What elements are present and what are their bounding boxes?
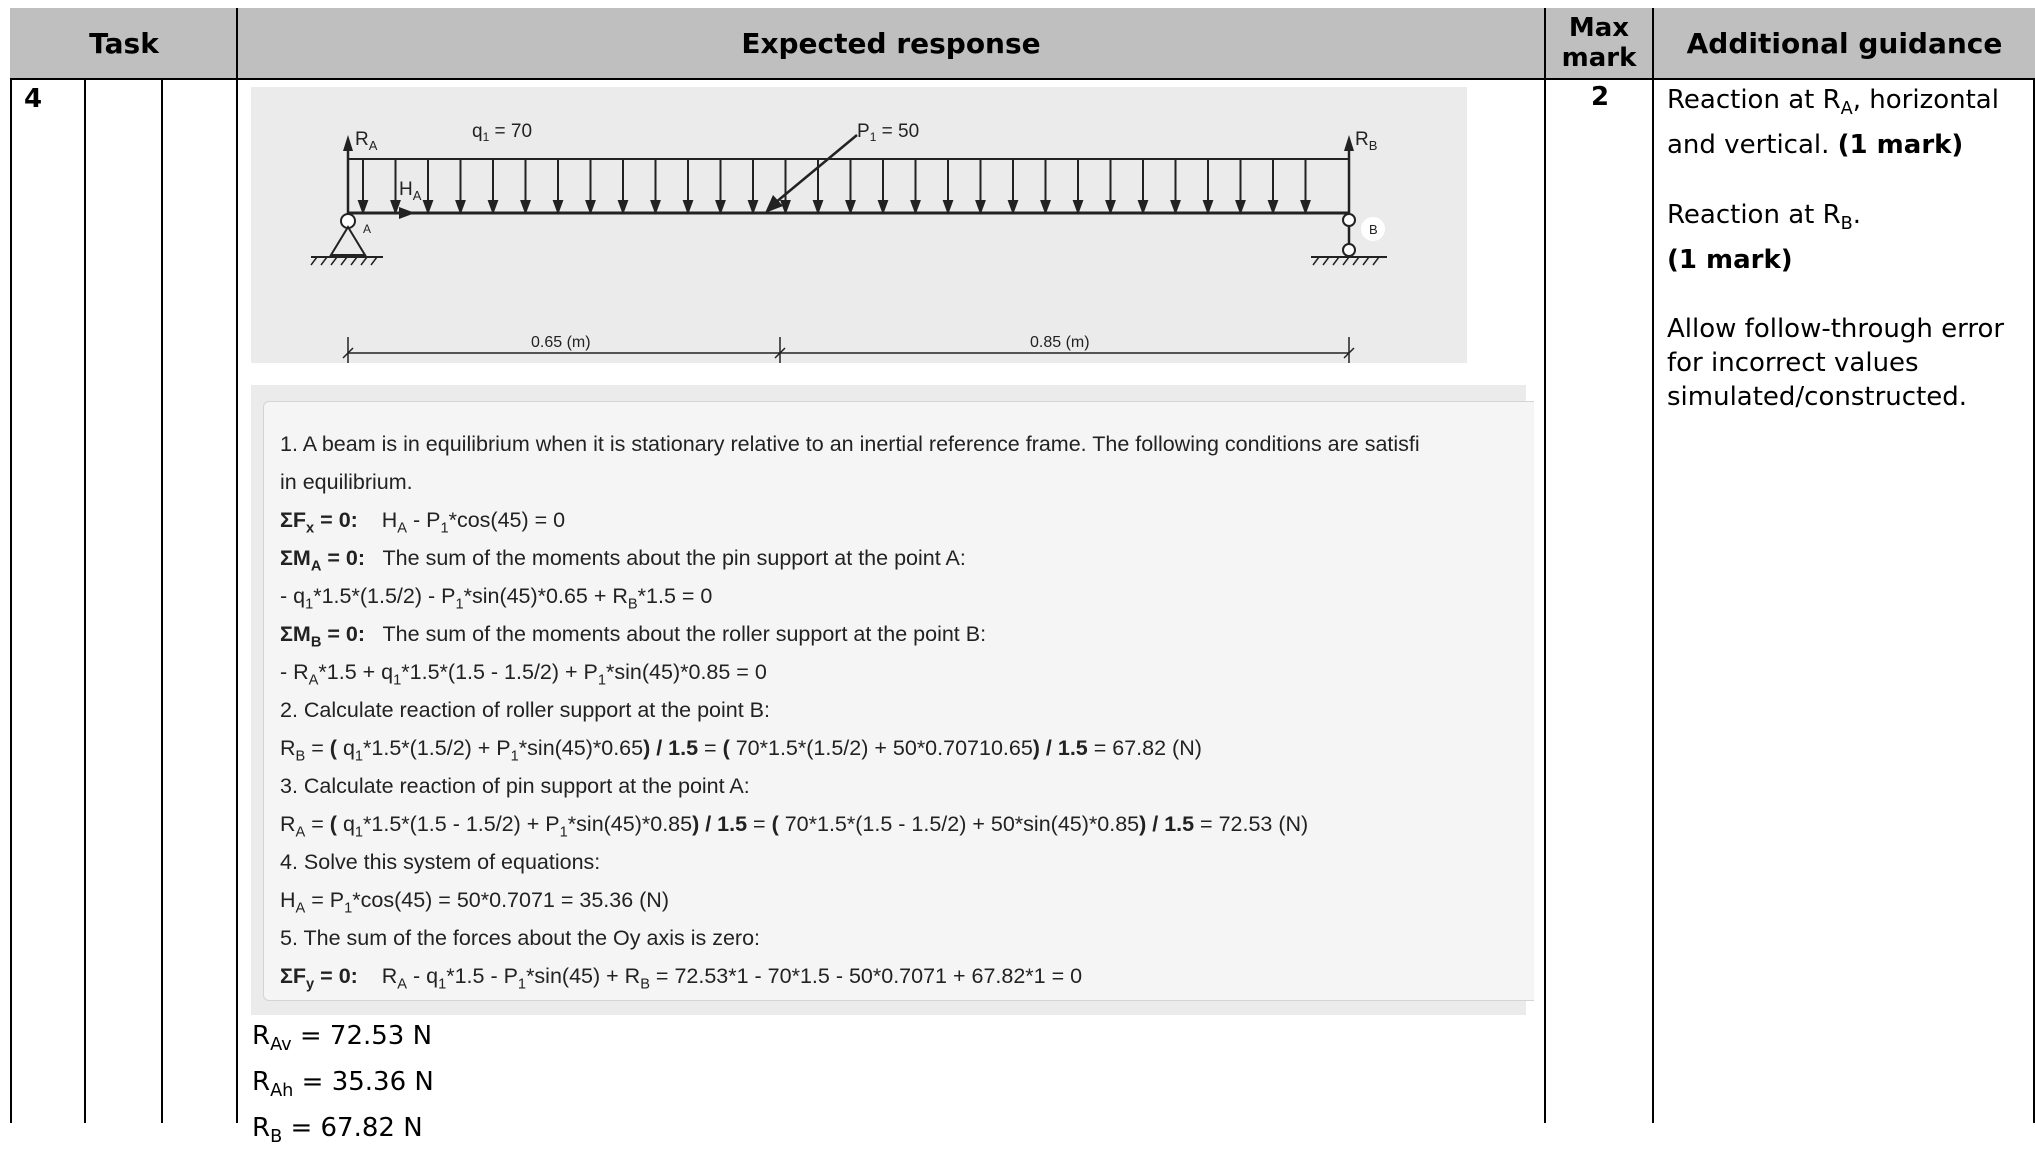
guidance-item: Allow follow-through error for incorrect… [1667, 314, 2005, 413]
solution-line: RA = ( q1*1.5*(1.5 - 1.5/2) + P1*sin(45)… [280, 812, 1309, 841]
column-divider [1652, 8, 1654, 1123]
load-arrow-head [1202, 200, 1214, 215]
solution-line: 2. Calculate reaction of roller support … [280, 698, 770, 722]
max-mark-value: 2 [1590, 82, 1610, 112]
equation-label: ΣMA = 0: [280, 546, 365, 575]
load-arrow-head [520, 200, 531, 215]
label-q1: q1 = 70 [472, 121, 532, 144]
solution-line: 4. Solve this system of equations: [280, 850, 601, 874]
load-arrow-head [910, 200, 921, 215]
load-arrow-head [877, 200, 889, 215]
task-number: 4 [24, 84, 43, 114]
label-dimension-2: 0.85 (m) [1030, 334, 1090, 351]
header-max-mark: Max mark [1544, 8, 1654, 80]
load-arrow-head [715, 200, 726, 215]
load-arrow-head [552, 200, 564, 215]
equation-label: ΣFx = 0: [280, 508, 358, 537]
solution-line: - RA*1.5 + q1*1.5*(1.5 - 1.5/2) + P1*sin… [280, 660, 767, 689]
load-arrow-head [585, 200, 596, 215]
column-divider [1544, 8, 1546, 1123]
load-arrow-head [1235, 200, 1246, 215]
solution-line: in equilibrium. [280, 470, 413, 494]
load-arrow-head [975, 200, 986, 215]
result-rah: RAh = 35.36 N [252, 1067, 434, 1102]
beam-diagram: RA HA q1 = 70 P1 = 50 RB A [251, 87, 1467, 363]
load-arrow-head [1170, 200, 1181, 215]
solution-line: ΣMB = 0: The sum of the moments about th… [280, 622, 987, 651]
header-max-mark-line1: Max [1568, 13, 1630, 43]
beam-diagram-svg: RA HA q1 = 70 P1 = 50 RB A [310, 121, 1387, 363]
load-arrow-head [845, 200, 856, 215]
load-arrow-head [1007, 200, 1019, 215]
equation-label: ΣFy = 0: [280, 964, 358, 993]
load-arrow-head [357, 200, 369, 215]
solution-line: 5. The sum of the forces about the Oy ax… [280, 926, 761, 950]
load-arrow-head [650, 200, 661, 215]
load-arrow-head [617, 200, 629, 215]
solution-panel: 1. A beam is in equilibrium when it is s… [251, 385, 1534, 1015]
solution-line: RB = ( q1*1.5*(1.5/2) + P1*sin(45)*0.65)… [280, 736, 1202, 765]
column-divider [161, 80, 163, 1123]
label-ra: RA [355, 129, 378, 153]
final-results: RAv = 72.53 N RAh = 35.36 N RB = 67.82 N [252, 1018, 434, 1157]
label-rb: RB [1355, 129, 1377, 153]
label-ha: HA [399, 179, 422, 203]
distributed-load-arrows [357, 159, 1311, 215]
load-arrow-head [682, 200, 694, 215]
solution-line: HA = P1*cos(45) = 50*0.7071 = 35.36 (N) [280, 888, 669, 917]
load-arrow-head [1105, 200, 1116, 215]
label-point-b: B [1369, 222, 1378, 237]
load-arrow-head [1137, 200, 1149, 215]
load-arrow-head [942, 200, 954, 215]
additional-guidance: Reaction at RA, horizontal and vertical.… [1667, 82, 2029, 448]
column-divider [236, 8, 238, 1123]
header-max-mark-line2: mark [1561, 43, 1637, 73]
label-point-a: A [363, 222, 371, 236]
solution-line: 3. Calculate reaction of pin support at … [280, 774, 750, 798]
guidance-item: Reaction at RA, horizontal and vertical.… [1667, 85, 1999, 161]
header-task: Task [10, 8, 238, 80]
label-dimension-1: 0.65 (m) [531, 334, 591, 351]
header-additional-guidance: Additional guidance [1654, 8, 2035, 80]
column-divider [84, 80, 86, 1123]
equation-label: ΣMB = 0: [280, 622, 365, 651]
load-arrow-head [455, 200, 466, 215]
label-p1: P1 = 50 [857, 121, 919, 144]
load-arrow-head [1267, 200, 1279, 215]
load-arrow-head [1300, 200, 1311, 215]
guidance-item: Reaction at RB. (1 mark) [1667, 200, 1862, 276]
load-arrow-head [487, 200, 499, 215]
solution-line: ΣFy = 0: RA - q1*1.5 - P1*sin(45) + RB =… [280, 964, 1083, 993]
load-arrow-head [390, 200, 401, 215]
load-arrow-head [1072, 200, 1084, 215]
header-expected-response: Expected response [238, 8, 1544, 80]
load-arrow-head [1040, 200, 1051, 215]
load-arrow-head [780, 200, 791, 215]
load-arrow-head [422, 200, 434, 215]
load-arrow-head [747, 200, 759, 215]
solution-line: ΣFx = 0: HA - P1*cos(45) = 0 [280, 508, 566, 537]
load-arrow-head [812, 200, 824, 215]
result-rb: RB = 67.82 N [252, 1113, 423, 1148]
solution-line: - q1*1.5*(1.5/2) - P1*sin(45)*0.65 + RB*… [280, 584, 713, 613]
solution-line: 1. A beam is in equilibrium when it is s… [280, 432, 1420, 456]
solution-line: ΣMA = 0: The sum of the moments about th… [280, 546, 966, 575]
result-rav: RAv = 72.53 N [252, 1021, 433, 1056]
solution-text-box: 1. A beam is in equilibrium when it is s… [263, 401, 1534, 1001]
